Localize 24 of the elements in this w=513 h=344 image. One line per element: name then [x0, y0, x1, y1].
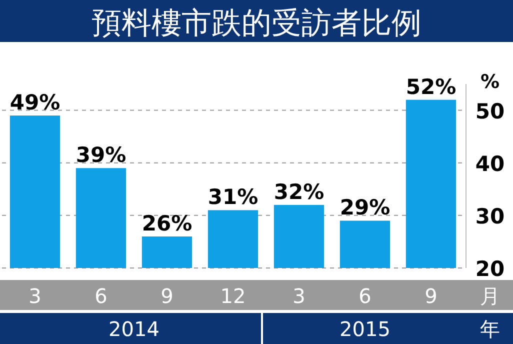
- text: 2014: [108, 317, 160, 341]
- y-axis-title: %: [480, 71, 500, 93]
- data-label: 52%: [406, 74, 456, 99]
- x-tick-label: 9: [160, 284, 174, 308]
- text: 年: [480, 317, 500, 341]
- x-axis-title: 月: [480, 284, 500, 308]
- x-tick-label: 9: [424, 284, 438, 308]
- y-tick-label: 30: [475, 204, 505, 228]
- y-tick-label: 20: [475, 257, 505, 281]
- data-label: 26%: [142, 211, 192, 236]
- x-tick-label: 6: [94, 284, 108, 308]
- data-label: 32%: [274, 180, 324, 204]
- data-label: 29%: [340, 196, 390, 220]
- x-tick-label: 6: [358, 284, 372, 308]
- y-tick-label: 40: [475, 152, 505, 176]
- chart-title: 預料樓市跌的受訪者比例: [92, 6, 422, 41]
- x-tick-label: 3: [292, 284, 306, 308]
- x-tick-label: 3: [28, 284, 42, 308]
- y-tick-label: 50: [475, 99, 505, 124]
- x-tick-label: 12: [220, 284, 246, 308]
- data-label: 39%: [76, 143, 126, 168]
- data-label: 49%: [10, 90, 60, 115]
- data-label: 31%: [208, 185, 258, 210]
- text: 2015: [340, 317, 390, 341]
